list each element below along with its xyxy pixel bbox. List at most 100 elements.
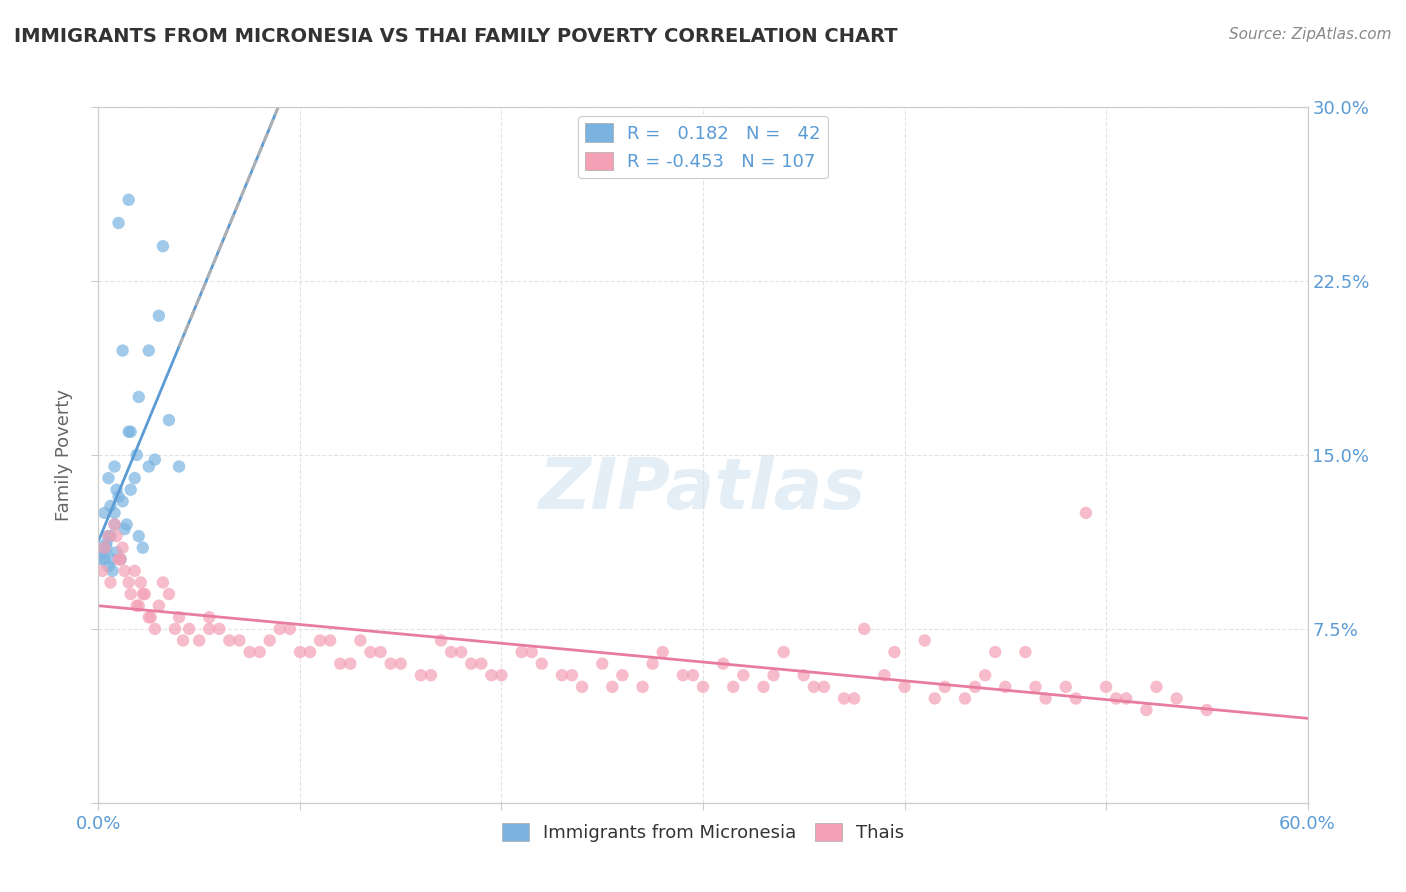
Point	[93, 545, 115, 559]
Point	[115, 517, 138, 532]
Point	[470, 657, 492, 671]
Point	[125, 599, 148, 613]
Point	[96, 536, 118, 550]
Point	[100, 575, 122, 590]
Point	[91, 541, 114, 555]
Point	[602, 680, 624, 694]
Point	[450, 645, 472, 659]
Point	[672, 668, 695, 682]
Point	[107, 216, 129, 230]
Point	[551, 668, 574, 682]
Y-axis label: Family Poverty: Family Poverty	[55, 389, 73, 521]
Point	[692, 680, 714, 694]
Point	[278, 622, 301, 636]
Point	[148, 309, 170, 323]
Point	[1095, 680, 1118, 694]
Point	[883, 645, 905, 659]
Point	[309, 633, 332, 648]
Point	[110, 552, 132, 566]
Point	[120, 425, 142, 439]
Point	[269, 622, 291, 636]
Point	[91, 564, 114, 578]
Point	[163, 622, 186, 636]
Point	[143, 622, 166, 636]
Point	[110, 552, 132, 566]
Point	[561, 668, 583, 682]
Point	[914, 633, 936, 648]
Point	[138, 343, 160, 358]
Point	[1115, 691, 1137, 706]
Point	[1074, 506, 1097, 520]
Point	[641, 657, 664, 671]
Point	[120, 587, 142, 601]
Point	[1054, 680, 1077, 694]
Point	[118, 193, 141, 207]
Point	[953, 691, 976, 706]
Point	[103, 506, 125, 520]
Point	[934, 680, 956, 694]
Point	[249, 645, 271, 659]
Point	[1014, 645, 1036, 659]
Point	[198, 622, 221, 636]
Point	[208, 622, 231, 636]
Point	[179, 622, 201, 636]
Point	[409, 668, 432, 682]
Point	[1166, 691, 1188, 706]
Point	[329, 657, 352, 671]
Point	[188, 633, 211, 648]
Point	[152, 239, 174, 253]
Point	[100, 499, 122, 513]
Point	[103, 517, 125, 532]
Point	[430, 633, 453, 648]
Point	[157, 413, 180, 427]
Point	[128, 599, 150, 613]
Point	[107, 490, 129, 504]
Point	[974, 668, 997, 682]
Point	[124, 471, 146, 485]
Point	[873, 668, 896, 682]
Point	[100, 529, 122, 543]
Point	[218, 633, 240, 648]
Point	[491, 668, 513, 682]
Point	[370, 645, 392, 659]
Point	[124, 564, 146, 578]
Point	[481, 668, 503, 682]
Point	[853, 622, 876, 636]
Point	[118, 425, 141, 439]
Point	[114, 522, 136, 536]
Text: Source: ZipAtlas.com: Source: ZipAtlas.com	[1229, 27, 1392, 42]
Point	[793, 668, 815, 682]
Text: ZIPatlas: ZIPatlas	[540, 455, 866, 524]
Point	[107, 552, 129, 566]
Point	[93, 552, 115, 566]
Point	[89, 552, 111, 566]
Point	[105, 483, 128, 497]
Point	[111, 343, 134, 358]
Point	[1035, 691, 1057, 706]
Point	[339, 657, 361, 671]
Point	[752, 680, 775, 694]
Point	[319, 633, 342, 648]
Point	[103, 517, 125, 532]
Point	[530, 657, 553, 671]
Point	[118, 575, 141, 590]
Point	[97, 529, 120, 543]
Point	[103, 459, 125, 474]
Point	[591, 657, 613, 671]
Point	[893, 680, 915, 694]
Point	[631, 680, 654, 694]
Point	[97, 559, 120, 574]
Point	[114, 564, 136, 578]
Point	[1146, 680, 1168, 694]
Point	[97, 471, 120, 485]
Point	[105, 545, 128, 559]
Point	[138, 610, 160, 624]
Point	[239, 645, 262, 659]
Point	[172, 633, 194, 648]
Point	[520, 645, 543, 659]
Text: IMMIGRANTS FROM MICRONESIA VS THAI FAMILY POVERTY CORRELATION CHART: IMMIGRANTS FROM MICRONESIA VS THAI FAMIL…	[14, 27, 897, 45]
Point	[111, 541, 134, 555]
Point	[167, 610, 190, 624]
Point	[101, 564, 124, 578]
Point	[682, 668, 704, 682]
